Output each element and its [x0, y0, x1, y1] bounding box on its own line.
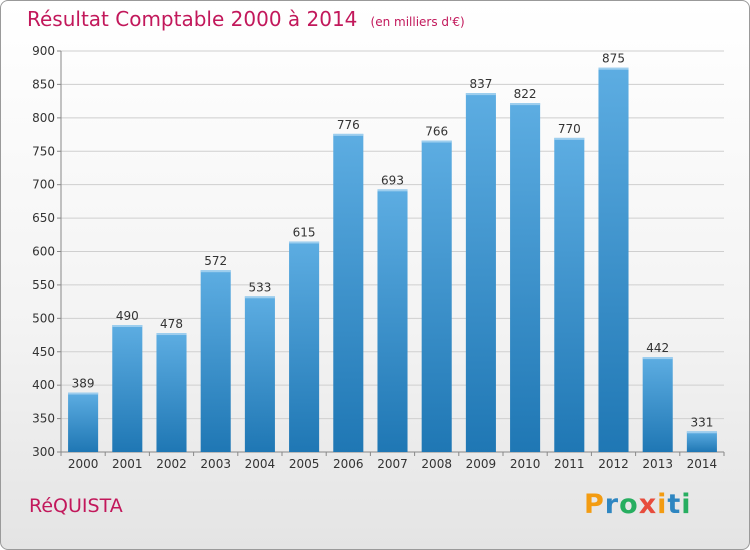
chart-title: Résultat Comptable 2000 à 2014 — [27, 7, 358, 31]
bar — [68, 392, 99, 452]
bar — [377, 189, 408, 452]
bar-highlight — [289, 241, 320, 244]
label-layer: 389 490 478 572 533 615 776 693 766 837 822 770 875 4… — [72, 52, 714, 430]
bar-layer — [68, 67, 717, 452]
data-label: 766 — [425, 125, 448, 139]
x-tick-label: 2011 — [554, 457, 585, 471]
bar — [200, 270, 231, 452]
y-tick-label: 900 — [32, 44, 55, 58]
data-label: 331 — [690, 415, 713, 429]
bar-highlight — [554, 137, 585, 140]
x-tick-label: 2012 — [598, 457, 629, 471]
data-label: 615 — [293, 225, 316, 239]
bar-highlight — [686, 431, 717, 434]
bar — [333, 133, 364, 452]
y-tick-label: 350 — [32, 412, 55, 426]
y-tick-label: 550 — [32, 278, 55, 292]
data-label: 478 — [160, 317, 183, 331]
data-label: 770 — [558, 122, 581, 136]
x-tick-label: 2002 — [156, 457, 187, 471]
data-label: 693 — [381, 173, 404, 187]
y-tick-label: 650 — [32, 211, 55, 225]
bar-highlight — [465, 93, 496, 96]
bar-highlight — [642, 357, 673, 360]
x-tick-label: 2004 — [245, 457, 276, 471]
bar — [554, 137, 585, 452]
bar — [465, 93, 496, 452]
data-label: 572 — [204, 254, 227, 268]
chart-subtitle: (en milliers d'€) — [370, 15, 465, 29]
bar-highlight — [510, 103, 541, 106]
x-tick-label: 2013 — [642, 457, 673, 471]
y-tick-label: 450 — [32, 345, 55, 359]
data-label: 389 — [72, 377, 95, 391]
y-tick-label: 300 — [32, 445, 55, 459]
x-tick-label: 2006 — [333, 457, 364, 471]
x-tick-label: 2010 — [510, 457, 541, 471]
x-tick-label: 2014 — [687, 457, 718, 471]
bar — [421, 140, 452, 452]
bar-highlight — [244, 296, 275, 299]
x-tick-label: 2003 — [200, 457, 231, 471]
data-label: 875 — [602, 52, 625, 66]
bar — [598, 67, 629, 452]
bar — [289, 241, 320, 452]
bar — [510, 103, 541, 452]
x-tick-label: 2000 — [68, 457, 99, 471]
bar-highlight — [598, 67, 629, 70]
chart-header: Résultat Comptable 2000 à 2014 (en milli… — [27, 7, 465, 31]
y-tick-label: 850 — [32, 77, 55, 91]
data-label: 822 — [514, 87, 537, 101]
bar — [686, 431, 717, 452]
bar-highlight — [68, 392, 99, 395]
data-label: 837 — [469, 77, 492, 91]
y-tick-label: 500 — [32, 311, 55, 325]
data-label: 533 — [248, 280, 271, 294]
x-tick-label: 2007 — [377, 457, 408, 471]
bar-highlight — [333, 133, 364, 136]
data-label: 442 — [646, 341, 669, 355]
x-tick-label: 2008 — [421, 457, 452, 471]
bar — [244, 296, 275, 452]
x-tick-label: 2009 — [466, 457, 497, 471]
bar-highlight — [156, 333, 187, 336]
bar-highlight — [200, 270, 231, 273]
x-tick-label: 2005 — [289, 457, 320, 471]
data-label: 490 — [116, 309, 139, 323]
bar-highlight — [377, 189, 408, 192]
city-name: RéQUISTA — [29, 495, 123, 517]
y-tick-label: 700 — [32, 178, 55, 192]
proxiti-logo: Proxiti — [584, 489, 692, 520]
y-tick-label: 800 — [32, 111, 55, 125]
data-label: 776 — [337, 118, 360, 132]
axis-layer: 300 350 400 450 500 550 600 650 700 750 800 850 900 2… — [32, 44, 725, 471]
bar-highlight — [112, 325, 143, 328]
y-tick-label: 750 — [32, 144, 55, 158]
y-tick-label: 400 — [32, 378, 55, 392]
bar — [642, 357, 673, 452]
x-tick-label: 2001 — [112, 457, 143, 471]
bar — [156, 333, 187, 452]
bar — [112, 325, 143, 452]
bar-highlight — [421, 140, 452, 143]
y-tick-label: 600 — [32, 245, 55, 259]
